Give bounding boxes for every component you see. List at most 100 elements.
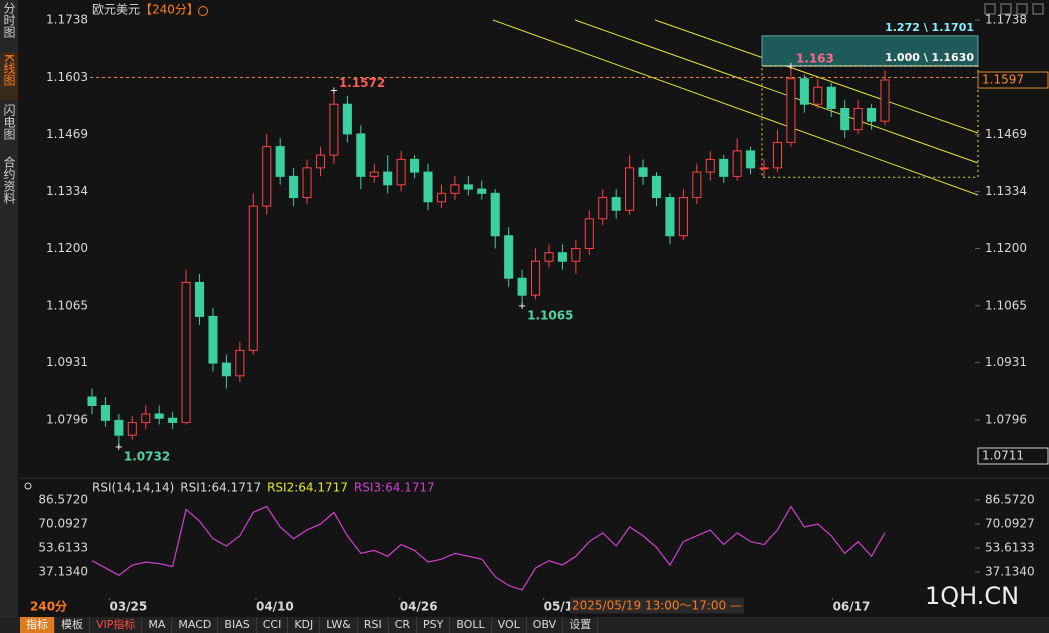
- candle-body: [342, 103, 352, 135]
- fib-label: 1.000 \ 1.1630: [885, 51, 974, 64]
- candle-body: [194, 281, 205, 317]
- y-tick-label: 1.1469: [985, 127, 1027, 141]
- toolbar-item[interactable]: BOLL: [450, 617, 492, 633]
- y-tick-label: 86.5720: [985, 492, 1035, 506]
- candle-body: [315, 154, 326, 169]
- candle-body: [584, 218, 594, 249]
- candle-body: [705, 158, 715, 173]
- candle-body: [221, 362, 231, 377]
- rsi-line: [91, 505, 886, 591]
- y-tick-label: 1.1738: [985, 13, 1027, 27]
- candle-body: [772, 141, 783, 169]
- toolbar-item[interactable]: VOL: [491, 617, 527, 633]
- toolbar-item[interactable]: 模板: [55, 617, 90, 633]
- y-tick-label: 70.0927: [38, 516, 88, 530]
- y-tick-label: 53.6133: [38, 541, 88, 555]
- candle-body: [181, 281, 191, 423]
- toolbar-item[interactable]: VIP指标: [90, 617, 143, 633]
- candle-body: [826, 86, 836, 109]
- channel-line: [654, 19, 979, 134]
- toolbar-item[interactable]: MACD: [172, 617, 219, 633]
- toolbar-item[interactable]: 指标: [20, 617, 55, 633]
- toolbar-item[interactable]: CR: [388, 617, 418, 633]
- candle-body: [329, 103, 339, 156]
- candle-body: [302, 167, 312, 199]
- y-tick-label: 1.0796: [46, 412, 88, 426]
- candle-body: [127, 421, 137, 436]
- candle-body: [235, 349, 245, 377]
- rsi-icon[interactable]: [24, 482, 32, 490]
- annotation: 1.1572: [339, 76, 385, 90]
- rsi-header: RSI(14,14,14): [92, 481, 174, 495]
- rsi-header: RSI2:64.1717: [267, 481, 348, 495]
- bottom-price: 1.0711: [982, 448, 1024, 462]
- x-tick-label: 06/17: [833, 600, 871, 614]
- candle-body: [799, 78, 809, 105]
- candle-body: [383, 171, 393, 186]
- candle-body: [356, 133, 366, 177]
- watermark: 1QH.CN: [925, 582, 1019, 610]
- sidebar-tab[interactable]: 分时图: [2, 2, 16, 38]
- candle-body: [531, 260, 541, 296]
- toolbar-item[interactable]: BIAS: [218, 617, 257, 633]
- y-tick-label: 1.1603: [46, 70, 88, 84]
- toolbar-item[interactable]: MA: [142, 617, 173, 633]
- candle-body: [638, 167, 648, 177]
- channel-line: [574, 19, 979, 164]
- y-tick-label: 1.0796: [985, 412, 1027, 426]
- candle-body: [625, 167, 635, 211]
- candle-body: [651, 175, 662, 199]
- candle-body: [611, 197, 621, 211]
- toolbar-item[interactable]: KDJ: [288, 617, 321, 633]
- candle-body: [571, 247, 581, 262]
- y-tick-label: 37.1340: [985, 565, 1035, 579]
- marker: +: [115, 442, 123, 453]
- candle-body: [450, 184, 460, 194]
- cursor-time-bg: [570, 597, 744, 614]
- toolbar-item[interactable]: OBV: [526, 617, 564, 633]
- candle-body: [490, 192, 500, 237]
- candle-body: [436, 192, 446, 203]
- candle-body: [208, 315, 218, 364]
- y-tick-label: 1.1469: [46, 127, 88, 141]
- annotation: 1.163: [796, 52, 834, 66]
- candle-body: [369, 171, 379, 177]
- period: 【240分】: [140, 3, 199, 17]
- candle-body: [114, 419, 124, 436]
- toolbar-item[interactable]: RSI: [357, 617, 389, 633]
- y-tick-label: 86.5720: [38, 492, 88, 506]
- y-tick-label: 1.0931: [46, 355, 88, 369]
- toolbar: 指标 模板 VIP指标 MA MACD BIAS CCI KDJ LW& RSI CR PSY BOLL…: [20, 617, 599, 633]
- toolbar-item[interactable]: LW&: [320, 617, 358, 633]
- candle-body: [665, 197, 675, 237]
- y-tick-label: 1.1065: [46, 298, 88, 312]
- candle-body: [289, 175, 299, 199]
- candle-body: [746, 150, 756, 169]
- candle-body: [598, 197, 608, 220]
- period-label: 240分: [30, 599, 67, 614]
- toolbar-item[interactable]: PSY: [417, 617, 451, 633]
- y-tick-label: 70.0927: [985, 516, 1035, 530]
- candle-body: [423, 171, 433, 203]
- candle-body: [463, 184, 473, 190]
- add-icon[interactable]: [198, 6, 208, 16]
- toolbar-item[interactable]: 设置: [563, 617, 599, 633]
- annotation: 1.1065: [527, 308, 573, 322]
- candle-body: [396, 158, 406, 186]
- candle-body: [504, 235, 514, 279]
- toolbar-item[interactable]: CCI: [256, 617, 289, 633]
- sidebar-tab[interactable]: 合约资料: [2, 155, 16, 204]
- candle-body: [248, 205, 258, 351]
- y-tick-label: 1.1200: [985, 241, 1027, 255]
- sidebar-tab[interactable]: 闪电图: [2, 104, 16, 140]
- candle-body: [141, 413, 151, 423]
- y-tick-label: 1.1334: [46, 184, 88, 198]
- candle-body: [853, 107, 863, 131]
- bottom-price-box: [977, 447, 1049, 465]
- annotation: 1.0732: [124, 450, 170, 464]
- sidebar-tab[interactable]: K线图: [2, 54, 16, 86]
- x-tick-label: 04/26: [400, 600, 438, 614]
- candle-body: [275, 146, 285, 177]
- candle-body: [168, 417, 178, 423]
